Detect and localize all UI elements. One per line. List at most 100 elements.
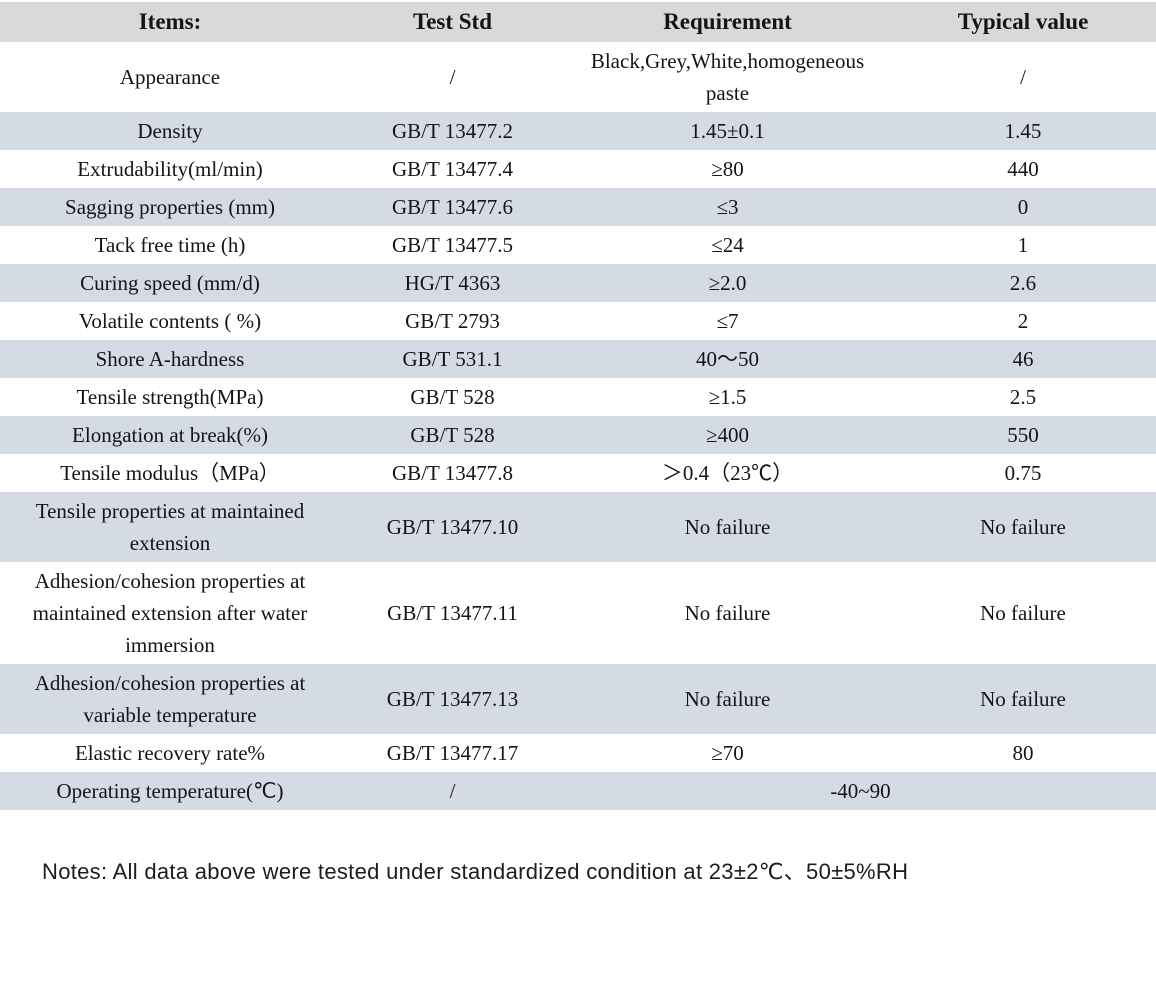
test-std-cell: GB/T 528 — [340, 378, 565, 416]
test-std-cell: GB/T 13477.2 — [340, 112, 565, 150]
requirement-cell: 1.45±0.1 — [565, 112, 890, 150]
typical-value-cell: No failure — [890, 664, 1156, 734]
item-label: Tensile modulus（MPa） — [60, 461, 280, 485]
requirement-cell: No failure — [565, 492, 890, 562]
item-cell: Curing speed (mm/d) — [0, 264, 340, 302]
table-row: Tensile strength(MPa) GB/T 528 ≥1.5 2.5 — [0, 378, 1156, 416]
requirement-cell: 40～50 — [565, 340, 890, 378]
requirement-cell: ≤24 — [565, 226, 890, 264]
requirement-cell: ≥80 — [565, 150, 890, 188]
spec-table: Items: Test Std Requirement Typical valu… — [0, 2, 1156, 810]
item-cell: Extrudability(ml/min) — [0, 150, 340, 188]
typical-value-cell: 0.75 — [890, 454, 1156, 492]
item-label: Operating temperature(℃) — [56, 779, 284, 803]
test-std-cell: GB/T 13477.6 — [340, 188, 565, 226]
typical-value-cell: 1.45 — [890, 112, 1156, 150]
test-std-cell: GB/T 2793 — [340, 302, 565, 340]
test-std-cell: GB/T 13477.11 — [340, 562, 565, 664]
table-row: Elongation at break(%) GB/T 528 ≥400 550 — [0, 416, 1156, 454]
test-std-cell: HG/T 4363 — [340, 264, 565, 302]
item-label: Adhesion/cohesion properties at variable… — [34, 671, 306, 727]
typical-value-cell: / — [890, 42, 1156, 112]
item-cell: Operating temperature(℃) — [0, 772, 340, 810]
notes-text: Notes: All data above were tested under … — [42, 859, 909, 884]
item-label: Extrudability(ml/min) — [77, 157, 263, 181]
table-row: Tensile properties at maintained extensi… — [0, 492, 1156, 562]
table-row: Shore A-hardness GB/T 531.1 40～50 46 — [0, 340, 1156, 378]
typical-value-cell: 2 — [890, 302, 1156, 340]
test-std-cell: GB/T 13477.8 — [340, 454, 565, 492]
item-label: Elongation at break(%) — [72, 423, 268, 447]
typical-value-cell: 0 — [890, 188, 1156, 226]
item-cell: Shore A-hardness — [0, 340, 340, 378]
item-cell: Tensile properties at maintained extensi… — [0, 492, 340, 562]
item-cell: Density — [0, 112, 340, 150]
table-row: Sagging properties (mm) GB/T 13477.6 ≤3 0 — [0, 188, 1156, 226]
test-std-cell: GB/T 13477.17 — [340, 734, 565, 772]
requirement-cell: ≥400 — [565, 416, 890, 454]
typical-value-cell: 2.6 — [890, 264, 1156, 302]
test-std-cell: GB/T 13477.4 — [340, 150, 565, 188]
requirement-cell: ＞0.4（23℃） — [565, 454, 890, 492]
item-cell: Adhesion/cohesion properties at variable… — [0, 664, 340, 734]
table-row: Tack free time (h) GB/T 13477.5 ≤24 1 — [0, 226, 1156, 264]
column-header-typical-value: Typical value — [890, 2, 1156, 42]
column-header-items: Items: — [0, 2, 340, 42]
test-std-cell: / — [340, 42, 565, 112]
table-row: Adhesion/cohesion properties at variable… — [0, 664, 1156, 734]
table-row: Appearance / Black,Grey,White,homogeneous … — [0, 42, 1156, 112]
item-label: Tensile properties at maintained extensi… — [35, 499, 305, 555]
item-label: Curing speed (mm/d) — [80, 271, 260, 295]
datasheet: Items: Test Std Requirement Typical valu… — [0, 2, 1156, 884]
table-row: Tensile modulus（MPa） GB/T 13477.8 ＞0.4（23℃… — [0, 454, 1156, 492]
item-label: Adhesion/cohesion properties at maintain… — [32, 569, 308, 657]
table-row: Volatile contents ( %) GB/T 2793 ≤7 2 — [0, 302, 1156, 340]
item-cell: Tack free time (h) — [0, 226, 340, 264]
column-header-test-std: Test Std — [340, 2, 565, 42]
test-std-cell: GB/T 528 — [340, 416, 565, 454]
item-cell: Elastic recovery rate% — [0, 734, 340, 772]
item-label: Tack free time (h) — [94, 233, 246, 257]
item-label: Shore A-hardness — [95, 347, 245, 371]
table-row: Adhesion/cohesion properties at maintain… — [0, 562, 1156, 664]
test-std-cell: GB/T 13477.10 — [340, 492, 565, 562]
item-label: Elastic recovery rate% — [74, 741, 266, 765]
test-std-cell: / — [340, 772, 565, 810]
column-header-requirement: Requirement — [565, 2, 890, 42]
item-label: Density — [137, 119, 203, 143]
item-cell: Adhesion/cohesion properties at maintain… — [0, 562, 340, 664]
table-row: Elastic recovery rate% GB/T 13477.17 ≥70 80 — [0, 734, 1156, 772]
requirement-cell: Black,Grey,White,homogeneous paste — [565, 42, 890, 112]
item-cell: Volatile contents ( %) — [0, 302, 340, 340]
table-row: Density GB/T 13477.2 1.45±0.1 1.45 — [0, 112, 1156, 150]
typical-value-cell: No failure — [890, 492, 1156, 562]
requirement-cell: ≥2.0 — [565, 264, 890, 302]
item-label: Appearance — [119, 65, 221, 89]
item-cell: Elongation at break(%) — [0, 416, 340, 454]
requirement-cell: No failure — [565, 664, 890, 734]
item-cell: Appearance — [0, 42, 340, 112]
item-cell: Tensile strength(MPa) — [0, 378, 340, 416]
header-row: Items: Test Std Requirement Typical valu… — [0, 2, 1156, 42]
typical-value-cell: 46 — [890, 340, 1156, 378]
typical-value-cell: 1 — [890, 226, 1156, 264]
item-label: Sagging properties (mm) — [65, 195, 275, 219]
table-row: Extrudability(ml/min) GB/T 13477.4 ≥80 440 — [0, 150, 1156, 188]
requirement-cell: ≤7 — [565, 302, 890, 340]
item-label: Volatile contents ( %) — [78, 309, 262, 333]
item-cell: Tensile modulus（MPa） — [0, 454, 340, 492]
typical-value-cell: 2.5 — [890, 378, 1156, 416]
test-std-cell: GB/T 13477.5 — [340, 226, 565, 264]
requirement-cell: ≤3 — [565, 188, 890, 226]
test-std-cell: GB/T 531.1 — [340, 340, 565, 378]
typical-value-cell: 80 — [890, 734, 1156, 772]
requirement-cell: ≥70 — [565, 734, 890, 772]
item-cell: Sagging properties (mm) — [0, 188, 340, 226]
item-label: Tensile strength(MPa) — [76, 385, 264, 409]
table-row: Operating temperature(℃) / -40~90 — [0, 772, 1156, 810]
requirement-cell: No failure — [565, 562, 890, 664]
table-row: Curing speed (mm/d) HG/T 4363 ≥2.0 2.6 — [0, 264, 1156, 302]
typical-value-cell: No failure — [890, 562, 1156, 664]
requirement-cell: -40~90 — [565, 772, 1156, 810]
typical-value-cell: 550 — [890, 416, 1156, 454]
